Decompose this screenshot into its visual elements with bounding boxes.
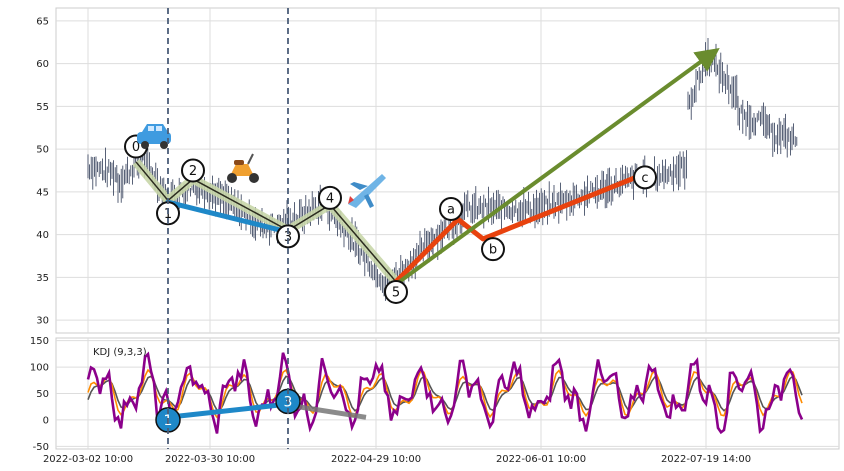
x-tick: 2022-06-01 10:00: [496, 454, 586, 465]
price-y-tick: 35: [36, 273, 49, 284]
blue-trend-line: [165, 199, 291, 235]
kdj-y-tick: -50: [33, 442, 49, 453]
kdj-y-axis: -50 0 50 100 150: [30, 336, 49, 453]
x-tick: 2022-03-02 10:00: [43, 454, 133, 465]
kdj-y-tick: 0: [43, 415, 49, 426]
price-y-tick: 30: [36, 316, 49, 327]
wave-marker-5: [384, 279, 408, 304]
wave-label-2: 2: [189, 164, 197, 179]
wave-marker-a: [439, 196, 463, 221]
wave-marker-2: [181, 158, 205, 183]
kdj-overlays: 13: [155, 388, 367, 433]
wave-zigzag-line: [135, 161, 397, 283]
wave-label-a: a: [447, 202, 455, 217]
price-y-tick: 50: [36, 145, 49, 156]
vertical-markers: [167, 8, 289, 449]
wave-marker-b: [481, 237, 505, 262]
wave-label-c: c: [641, 171, 648, 186]
x-tick: 2022-07-19 14:00: [661, 454, 751, 465]
green-target-arrow: [394, 47, 720, 286]
scooter-icon: [227, 153, 259, 183]
car-icon: [137, 124, 171, 149]
airplane-icon: [348, 174, 386, 208]
price-y-tick: 60: [36, 59, 49, 70]
x-tick: 2022-04-29 10:00: [331, 454, 421, 465]
price-y-axis: 30 35 40 45 50 55 60 65: [36, 16, 49, 326]
kdj-blue-line: [167, 401, 289, 420]
wave-label-1: 1: [164, 207, 172, 222]
wave-label-4: 4: [326, 191, 334, 206]
wave-marker-c: [633, 165, 657, 190]
kdj-y-tick: 50: [36, 389, 49, 400]
wave-markers: 0 1 2 3 4 5 a b c: [124, 134, 657, 304]
price-grid: [56, 8, 839, 333]
kdj-panel: -50 0 50 100 150 13 KDJ (9,3,3): [30, 336, 840, 453]
wave-label-0: 0: [132, 140, 140, 155]
kdj-gray-line: [287, 402, 367, 420]
price-overlays: [132, 47, 720, 286]
kdj-y-tick: 100: [30, 363, 49, 374]
price-plot-area: [55, 7, 840, 334]
kdj-y-tick: 150: [30, 336, 49, 347]
x-axis: 2022-03-02 10:00 2022-03-30 10:00 2022-04-…: [43, 454, 751, 465]
price-y-tick: 65: [36, 16, 49, 27]
x-tick: 2022-03-30 10:00: [165, 454, 255, 465]
kdj-j-line: [86, 351, 804, 435]
wave-marker-4: [318, 185, 342, 210]
price-y-tick: 45: [36, 187, 49, 198]
wave-label-3: 3: [284, 230, 292, 245]
icons: [137, 124, 386, 208]
kdj-title: KDJ (9,3,3): [93, 347, 147, 358]
wave-marker-3: [276, 224, 300, 249]
kdj-series: [86, 351, 804, 435]
wave-label-5: 5: [392, 285, 400, 300]
price-y-tick: 55: [36, 102, 49, 113]
price-y-tick: 40: [36, 230, 49, 241]
wave-label-b: b: [489, 243, 497, 258]
